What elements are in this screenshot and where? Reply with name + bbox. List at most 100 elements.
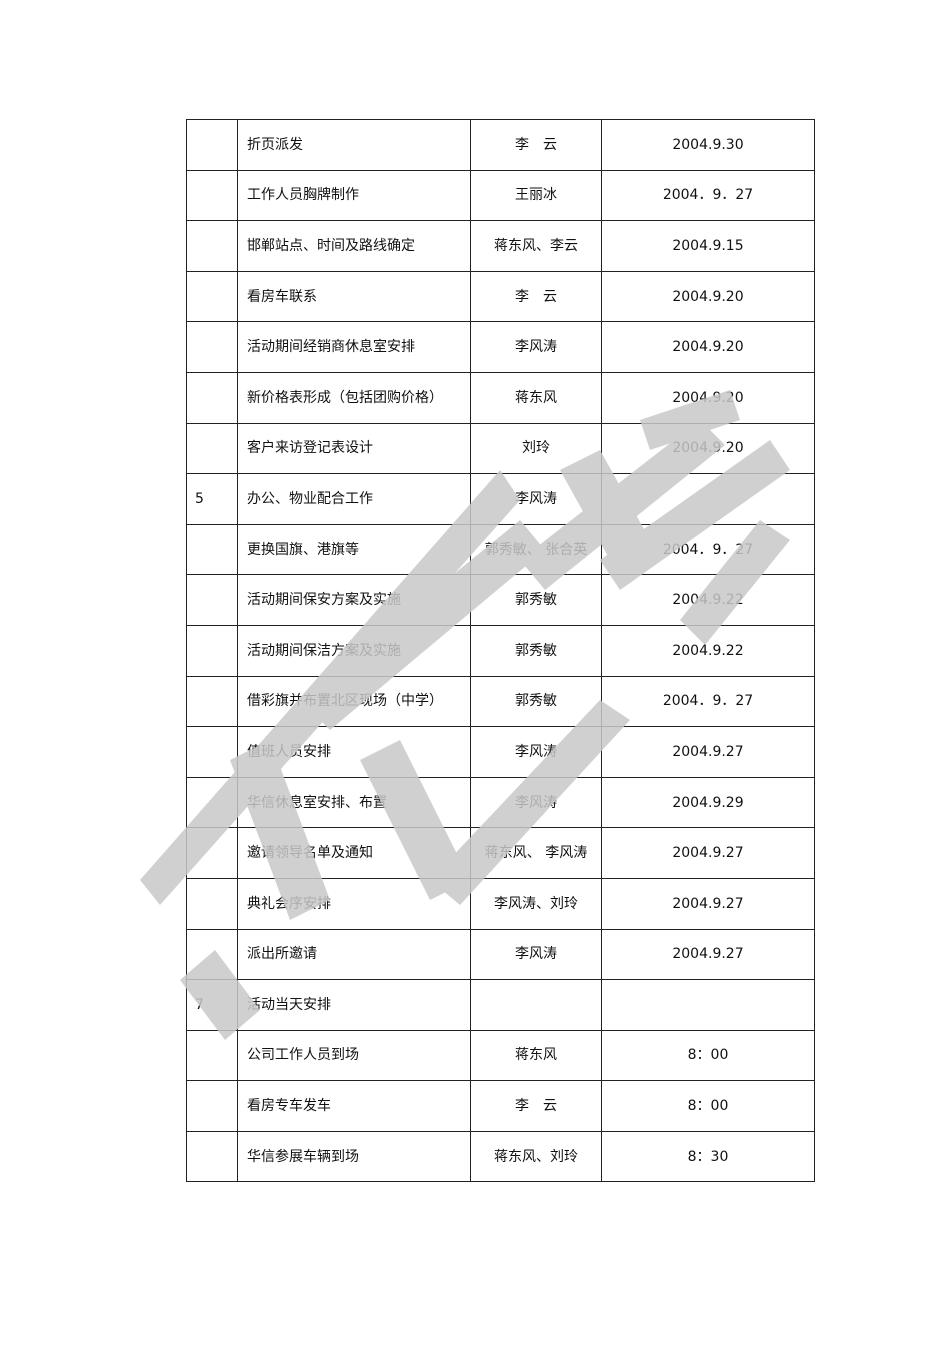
row-number-cell — [186, 928, 238, 981]
date-cell: 8：00 — [601, 1029, 815, 1082]
date-cell: 2004.9.30 — [601, 119, 815, 171]
person-cell: 刘玲 — [470, 422, 602, 475]
table-row: 活动期间保安方案及实施 郭秀敏 2004.9.22 — [186, 574, 815, 626]
row-number-cell — [186, 270, 238, 323]
task-cell: 活动期间保安方案及实施 — [237, 574, 471, 626]
row-number-cell — [186, 877, 238, 930]
task-cell: 邯郸站点、时间及路线确定 — [237, 220, 471, 272]
schedule-table-body: 折页派发李 云 2004.9.30 工作人员胸牌制作 王丽冰 2004．9．27 邯郸站点… — [186, 119, 815, 1183]
person-cell: 郭秀敏、 张合英 — [470, 523, 602, 576]
task-cell: 派出所邀请 — [237, 928, 471, 981]
person-cell: 李风涛 — [470, 928, 602, 981]
person-cell — [470, 979, 602, 1031]
person-cell: 李风涛 — [470, 776, 602, 829]
person-cell: 李风涛 — [470, 321, 602, 373]
table-row: 新价格表形成（包括团购价格） 蒋东风 2004.9.20 — [186, 371, 815, 424]
row-number-cell — [186, 422, 238, 475]
row-number-cell — [186, 574, 238, 626]
table-row: 客户来访登记表设计 刘玲 2004.9.20 — [186, 422, 815, 475]
date-cell: 2004.9.20 — [601, 321, 815, 373]
person-cell: 李 云 — [470, 1080, 602, 1132]
person-cell: 蒋东风 — [470, 1029, 602, 1082]
task-cell: 活动期间经销商休息室安排 — [237, 321, 471, 373]
row-number-cell — [186, 1029, 238, 1082]
person-cell: 李风涛 — [470, 473, 602, 525]
table-row: 折页派发李 云 2004.9.30 — [186, 119, 815, 171]
date-cell: 2004.9.27 — [601, 877, 815, 930]
row-number-cell — [186, 1080, 238, 1132]
table-row: 活动期间保洁方案及实施 郭秀敏 2004.9.22 — [186, 624, 815, 677]
task-cell: 典礼会序安排 — [237, 877, 471, 930]
person-cell: 李风涛、刘玲 — [470, 877, 602, 930]
row-number-cell — [186, 220, 238, 272]
row-number-cell: 5 — [186, 473, 238, 525]
row-number-cell — [186, 321, 238, 373]
date-cell: 2004.9.27 — [601, 827, 815, 879]
row-number-cell — [186, 726, 238, 778]
date-cell: 2004.9.29 — [601, 776, 815, 829]
row-number-cell — [186, 624, 238, 677]
schedule-table: 折页派发李 云 2004.9.30 工作人员胸牌制作 王丽冰 2004．9．27 邯郸站点… — [186, 119, 815, 1183]
person-cell: 王丽冰 — [470, 169, 602, 222]
table-row: 看房车联系李 云 2004.9.20 — [186, 270, 815, 323]
task-cell: 办公、物业配合工作 — [237, 473, 471, 525]
row-number-cell — [186, 827, 238, 879]
person-cell: 郭秀敏 — [470, 675, 602, 728]
table-row: 邯郸站点、时间及路线确定 蒋东风、李云 2004.9.15 — [186, 220, 815, 272]
date-cell — [601, 473, 815, 525]
table-row: 典礼会序安排 李风涛、刘玲 2004.9.27 — [186, 877, 815, 930]
table-row: 派出所邀请 李风涛 2004.9.27 — [186, 928, 815, 981]
task-cell: 华信参展车辆到场 — [237, 1130, 471, 1183]
date-cell: 2004.9.27 — [601, 726, 815, 778]
date-cell: 2004.9.27 — [601, 928, 815, 981]
person-cell: 蒋东风、 李风涛 — [470, 827, 602, 879]
table-row: 邀请领导名单及通知 蒋东风、 李风涛 2004.9.27 — [186, 827, 815, 879]
date-cell: 2004.9.20 — [601, 371, 815, 424]
person-cell: 李 云 — [470, 270, 602, 323]
task-cell: 活动当天安排 — [237, 979, 471, 1031]
date-cell: 2004.9.22 — [601, 624, 815, 677]
date-cell: 8：00 — [601, 1080, 815, 1132]
person-cell: 郭秀敏 — [470, 624, 602, 677]
table-row: 值班人员安排 李风涛 2004.9.27 — [186, 726, 815, 778]
date-cell: 2004.9.20 — [601, 270, 815, 323]
task-cell: 看房车联系 — [237, 270, 471, 323]
person-cell: 李风涛 — [470, 726, 602, 778]
date-cell: 8：30 — [601, 1130, 815, 1183]
table-row: 工作人员胸牌制作 王丽冰 2004．9．27 — [186, 169, 815, 222]
table-row: 更换国旗、港旗等 郭秀敏、 张合英 2004．9．27 — [186, 523, 815, 576]
date-cell: 2004．9．27 — [601, 523, 815, 576]
task-cell: 邀请领导名单及通知 — [237, 827, 471, 879]
date-cell: 2004．9．27 — [601, 169, 815, 222]
row-number-cell — [186, 371, 238, 424]
task-cell: 客户来访登记表设计 — [237, 422, 471, 475]
table-row: 借彩旗并布置北区现场（中学） 郭秀敏 2004．9．27 — [186, 675, 815, 728]
row-number-cell — [186, 523, 238, 576]
task-cell: 新价格表形成（包括团购价格） — [237, 371, 471, 424]
date-cell: 2004.9.22 — [601, 574, 815, 626]
table-row: 华信休息室安排、布置 李风涛 2004.9.29 — [186, 776, 815, 829]
person-cell: 蒋东风 — [470, 371, 602, 424]
date-cell: 2004.9.20 — [601, 422, 815, 475]
task-cell: 借彩旗并布置北区现场（中学） — [237, 675, 471, 728]
table-row: 华信参展车辆到场 蒋东风、刘玲 8：30 — [186, 1130, 815, 1183]
task-cell: 华信休息室安排、布置 — [237, 776, 471, 829]
table-row: 公司工作人员到场 蒋东风 8：00 — [186, 1029, 815, 1082]
row-number-cell — [186, 675, 238, 728]
person-cell: 郭秀敏 — [470, 574, 602, 626]
table-row: 5 办公、物业配合工作 李风涛 — [186, 473, 815, 525]
row-number-cell — [186, 776, 238, 829]
date-cell — [601, 979, 815, 1031]
task-cell: 值班人员安排 — [237, 726, 471, 778]
date-cell: 2004.9.15 — [601, 220, 815, 272]
row-number-cell — [186, 169, 238, 222]
task-cell: 看房专车发车 — [237, 1080, 471, 1132]
table-row: 看房专车发车李 云 8：00 — [186, 1080, 815, 1132]
task-cell: 更换国旗、港旗等 — [237, 523, 471, 576]
task-cell: 公司工作人员到场 — [237, 1029, 471, 1082]
person-cell: 蒋东风、刘玲 — [470, 1130, 602, 1183]
row-number-cell: 7 — [186, 979, 238, 1031]
row-number-cell — [186, 119, 238, 171]
task-cell: 折页派发 — [237, 119, 471, 171]
table-row: 7 活动当天安排 — [186, 979, 815, 1031]
